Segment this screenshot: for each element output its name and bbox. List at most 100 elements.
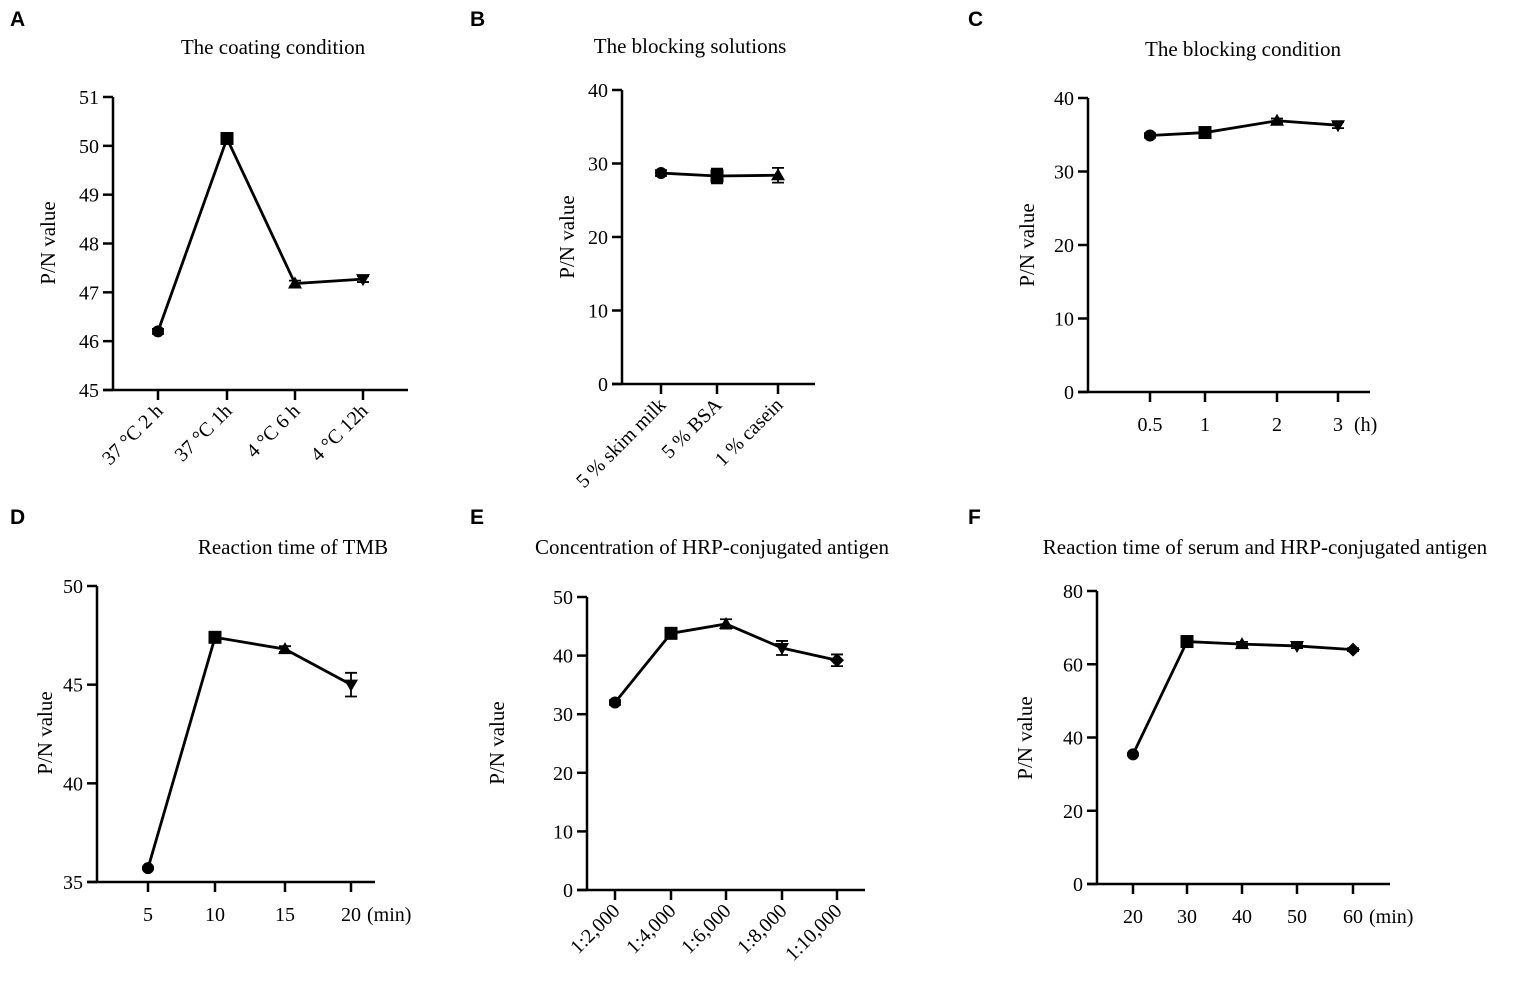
x-tick-label: 4 °C 6 h: [242, 400, 304, 462]
panel-e: E Concentration of HRP-conjugated antigen…: [470, 506, 889, 965]
y-tick-label: 80: [1063, 581, 1083, 603]
series-line: [1149, 119, 1339, 137]
y-axis-label: P/N value: [33, 691, 57, 774]
panel-a: A The coating condition P/N value 45 46 47 48 4…: [10, 8, 408, 470]
panel-letter: C: [968, 8, 983, 31]
x-tick-label: 1:10,000: [781, 900, 846, 965]
y-tick-label: 20: [588, 227, 608, 249]
y-tick-label: 0: [563, 880, 573, 902]
y-tick-label: 30: [588, 154, 608, 176]
x-tick-label: 5: [143, 904, 153, 926]
data-point: [1127, 748, 1139, 761]
data-point: [1331, 120, 1345, 133]
x-tick-label: 5 % skim milk: [572, 394, 670, 492]
chart-title: Concentration of HRP-conjugated antigen: [535, 535, 889, 559]
x-tick-label: 60: [1343, 906, 1363, 928]
data-point: [1270, 113, 1284, 126]
x-tick-label: 20: [341, 904, 361, 926]
panel-letter: F: [968, 506, 981, 529]
y-tick-label: 40: [1063, 728, 1083, 750]
data-point: [344, 679, 358, 692]
x-tick-label: 50: [1287, 906, 1307, 928]
panel-c: C The blocking condition P/N value 0 10 20 30 4…: [968, 8, 1377, 436]
data-point: [664, 626, 678, 640]
panel-b: B The blocking solutions P/N value 0 10 20 30 4…: [470, 8, 815, 492]
y-tick-label: 49: [79, 185, 99, 207]
y-tick-label: 0: [1073, 874, 1083, 896]
y-tick-label: 10: [1054, 309, 1074, 331]
y-tick-label: 20: [553, 763, 573, 785]
x-tick-label: 37 °C 1h: [171, 400, 237, 466]
x-tick-label: 1:2,000: [566, 900, 624, 958]
y-tick-label: 45: [79, 380, 99, 402]
x-tick-label: 2: [1272, 414, 1282, 436]
chart-title: Reaction time of serum and HRP-conjugate…: [1043, 535, 1488, 559]
data-point: [1290, 640, 1304, 653]
data-point: [830, 653, 844, 668]
panel-letter: E: [470, 506, 484, 529]
y-tick-label: 20: [1063, 801, 1083, 823]
y-tick-label: 47: [79, 282, 99, 304]
series-line: [1131, 640, 1354, 755]
data-point: [710, 169, 724, 183]
y-axis-label: P/N value: [36, 201, 60, 284]
chart-title: The coating condition: [181, 35, 366, 59]
x-tick-label: 10: [205, 904, 225, 926]
y-axis-label: P/N value: [555, 195, 579, 278]
chart-title: The blocking condition: [1145, 37, 1341, 61]
y-tick-label: 60: [1063, 654, 1083, 676]
x-tick-label: 3: [1333, 414, 1343, 436]
panel-letter: B: [470, 8, 485, 31]
y-tick-label: 0: [1064, 382, 1074, 404]
panel-f: F Reaction time of serum and HRP-conjugat…: [968, 506, 1488, 928]
y-tick-label: 46: [79, 331, 99, 353]
x-tick-label: 37 °C 2 h: [98, 400, 168, 470]
chart-title: Reaction time of TMB: [198, 535, 388, 559]
panel-letter: A: [10, 8, 25, 31]
data-point: [771, 168, 785, 181]
data-point: [1198, 126, 1212, 140]
y-tick-label: 0: [598, 374, 608, 396]
chart-title: The blocking solutions: [594, 34, 787, 58]
data-point: [1180, 635, 1194, 649]
x-unit-label: (min): [1369, 906, 1413, 928]
data-point: [356, 274, 370, 287]
y-tick-label: 40: [553, 646, 573, 668]
y-axis-label: P/N value: [485, 701, 509, 784]
x-tick-label: 1:4,000: [622, 900, 680, 958]
panel-letter: D: [10, 506, 25, 529]
y-tick-label: 30: [1054, 162, 1074, 184]
series-line: [146, 635, 352, 869]
y-tick-label: 10: [553, 821, 573, 843]
x-tick-label: 15: [275, 904, 295, 926]
data-point: [278, 642, 292, 655]
x-tick-label: 1: [1200, 414, 1210, 436]
data-point: [142, 862, 154, 875]
y-tick-label: 51: [79, 87, 99, 109]
x-unit-label: (min): [367, 904, 411, 926]
data-point: [609, 696, 621, 709]
y-tick-label: 50: [553, 587, 573, 609]
y-tick-label: 50: [63, 576, 83, 598]
x-tick-label: 20: [1123, 906, 1143, 928]
y-tick-label: 40: [588, 80, 608, 102]
y-tick-label: 35: [63, 872, 83, 894]
series-line: [613, 622, 838, 704]
data-point: [655, 167, 667, 180]
y-tick-label: 20: [1054, 235, 1074, 257]
data-point: [220, 132, 234, 146]
series-line: [156, 134, 364, 332]
data-point: [1144, 129, 1156, 142]
x-unit-label: (h): [1354, 414, 1377, 436]
data-point: [1235, 637, 1249, 650]
x-tick-label: 0.5: [1138, 414, 1163, 436]
panel-d: D Reaction time of TMB P/N value 35 40 45 50 5 1…: [10, 506, 411, 926]
y-axis-label: P/N value: [1015, 203, 1039, 286]
data-point: [719, 616, 733, 629]
x-tick-label: 1:6,000: [677, 900, 735, 958]
y-tick-label: 48: [79, 234, 99, 256]
y-tick-label: 10: [588, 301, 608, 323]
data-point: [1346, 642, 1360, 657]
data-point: [208, 630, 222, 644]
